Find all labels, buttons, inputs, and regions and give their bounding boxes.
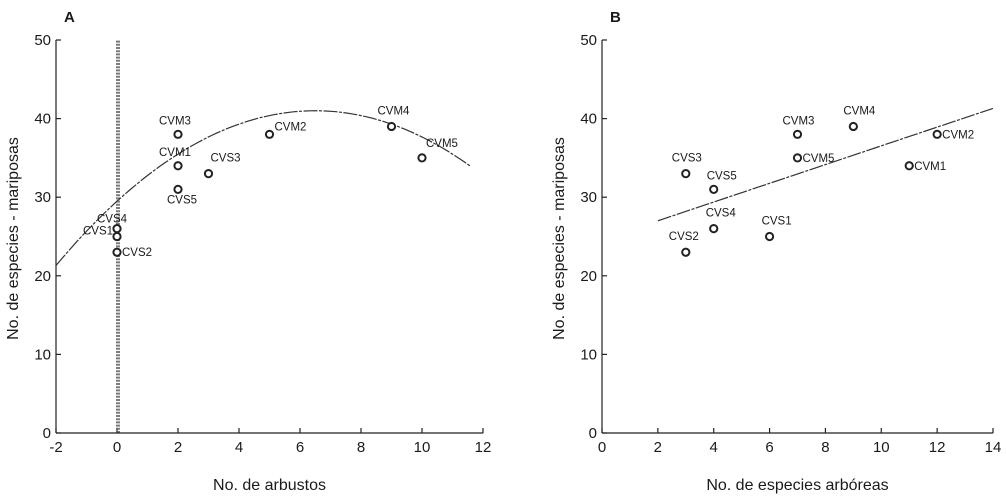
data-point-cvs2 <box>112 247 122 257</box>
y-tick-label: 40 <box>580 111 597 128</box>
x-tick-label: 8 <box>821 439 829 456</box>
x-tick-label: 0 <box>598 439 606 456</box>
panel-b: 0 2 4 6 8 10 12 14 0 10 20 30 40 50 B No. de especies a… <box>551 9 1001 494</box>
point-label-cvm4: CVM4 <box>378 105 411 117</box>
x-tick-label: 8 <box>357 439 365 456</box>
point-label-cvs5: CVS5 <box>167 194 197 206</box>
data-point-cvs4 <box>709 224 719 234</box>
y-tick-label: 10 <box>580 346 597 363</box>
y-tick-label: 30 <box>580 189 597 206</box>
x-tick-label: 12 <box>929 439 946 456</box>
x-tick-label: 12 <box>475 439 492 456</box>
data-point-cvm3 <box>173 129 183 139</box>
y-tick-label: 40 <box>34 111 51 128</box>
fit-curve <box>55 110 472 266</box>
data-point-cvs3 <box>203 169 214 179</box>
x-tick-label: 10 <box>414 439 431 456</box>
point-label-cvs5: CVS5 <box>707 170 737 182</box>
x-tick-label: 4 <box>235 439 243 456</box>
data-point-cvs1 <box>112 231 122 242</box>
point-label-cvm1: CVM1 <box>914 161 946 173</box>
x-axis-label: No. de arbustos <box>213 477 326 494</box>
data-point-cvm2 <box>264 129 275 139</box>
data-point-cvs4 <box>112 224 122 234</box>
x-tick-label: 6 <box>765 439 773 456</box>
point-label-cvs2: CVS2 <box>669 231 699 243</box>
y-tick-label: 0 <box>589 425 597 442</box>
data-point-cvm5 <box>417 153 427 163</box>
point-label-cvs3: CVS3 <box>672 153 702 165</box>
y-axis-label: No. de especies - mariposas <box>5 137 22 340</box>
x-tick-label: -2 <box>49 439 62 456</box>
fit-curve <box>657 107 994 222</box>
point-label-cvm5: CVM5 <box>426 138 458 150</box>
point-label-cvm1: CVM1 <box>159 147 191 159</box>
x-tick-label: 6 <box>296 439 304 456</box>
x-axis-label: No. de especies arbóreas <box>706 477 888 494</box>
y-tick-label: 30 <box>34 189 51 206</box>
data-point-cvm3 <box>792 129 803 139</box>
panel-letter: B <box>610 9 621 26</box>
data-point-cvm1 <box>904 161 914 171</box>
y-tick-label: 0 <box>43 425 51 442</box>
panel-letter: A <box>64 9 75 26</box>
point-label-cvs4: CVS4 <box>706 208 737 220</box>
data-point-cvm2 <box>932 129 942 139</box>
x-tick-label: 4 <box>710 439 718 456</box>
y-tick-label: 50 <box>34 32 51 49</box>
x-tick-label: 14 <box>985 439 1002 456</box>
data-point-cvs5 <box>173 184 183 194</box>
x-tick-label: 10 <box>873 439 890 456</box>
point-label-cvs1: CVS1 <box>762 216 792 228</box>
point-label-cvm4: CVM4 <box>843 105 876 117</box>
data-point-cvm4 <box>848 121 858 132</box>
data-point-cvs3 <box>681 169 691 179</box>
y-tick-label: 20 <box>34 268 51 285</box>
data-point-cvm5 <box>792 153 803 163</box>
point-label-cvs2: CVS2 <box>122 247 152 259</box>
y-tick-label: 20 <box>580 268 597 285</box>
data-point-cvm1 <box>173 161 183 171</box>
y-tick-label: 50 <box>580 32 597 49</box>
point-label-cvm3: CVM3 <box>783 115 815 127</box>
data-point-cvs1 <box>764 231 775 242</box>
data-point-cvs2 <box>681 247 691 257</box>
x-tick-label: 2 <box>654 439 662 456</box>
x-tick-label: 2 <box>174 439 182 456</box>
y-axis-label: No. de especies - mariposas <box>551 137 568 340</box>
point-label-cvm2: CVM2 <box>275 121 307 133</box>
point-label-cvs3: CVS3 <box>211 153 241 165</box>
y-tick-label: 10 <box>34 346 51 363</box>
data-point-cvm4 <box>386 121 397 132</box>
x-tick-label: 0 <box>113 439 121 456</box>
data-point-cvs5 <box>709 184 719 194</box>
point-label-cvm2: CVM2 <box>942 129 974 141</box>
point-label-cvm3: CVM3 <box>159 115 191 127</box>
point-label-cvs1: CVS1 <box>83 226 113 238</box>
point-label-cvs4: CVS4 <box>97 214 128 226</box>
point-label-cvm5: CVM5 <box>803 153 835 165</box>
